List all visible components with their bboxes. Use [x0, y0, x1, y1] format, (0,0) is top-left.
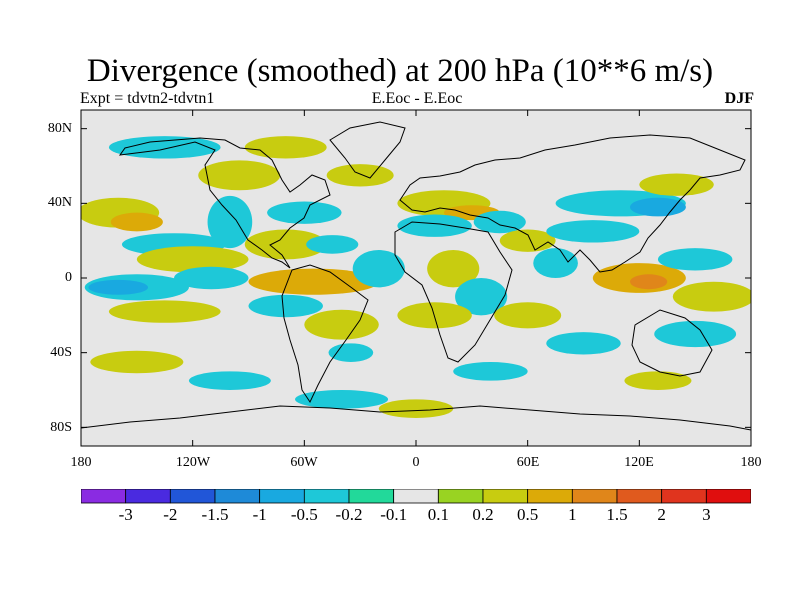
eurasia-coast — [399, 134, 746, 273]
divergence-region-12 — [267, 201, 342, 224]
colorbar-label: 0.2 — [472, 505, 494, 524]
colorbar-label: 1 — [568, 505, 577, 524]
colorbar-box — [661, 489, 707, 504]
divergence-region-5 — [88, 279, 148, 295]
colorbar-label: 0.5 — [517, 505, 539, 524]
x-tick-label-120e: 120E — [624, 455, 654, 470]
divergence-region-40 — [624, 371, 692, 390]
x-tick-label-120w: 120W — [175, 455, 211, 470]
divergence-region-33 — [630, 197, 686, 217]
colorbar-box — [303, 489, 350, 504]
x-tick-label-180e: 180 — [740, 455, 762, 470]
divergence-region-23 — [397, 214, 472, 237]
y-tick-label-80n: 80N — [47, 121, 72, 136]
divergence-region-44 — [90, 350, 184, 374]
y-tick-label-40n: 40N — [47, 195, 72, 210]
colorbar-box — [348, 489, 395, 504]
x-tick-label-0: 0 — [412, 455, 420, 470]
coastlines — [81, 121, 751, 431]
x-tick-label-60e: 60E — [516, 455, 540, 470]
divergence-region-38 — [672, 281, 751, 312]
divergence-region-34 — [639, 173, 714, 196]
y-tick-label-40s: 40S — [50, 345, 72, 360]
colorbar-box — [705, 489, 751, 504]
divergence-region-17 — [304, 309, 379, 340]
antarctica-coast — [81, 405, 751, 431]
divergence-region-30 — [533, 248, 578, 278]
colorbar-label: -1.5 — [201, 505, 229, 524]
greenland-coast — [329, 121, 406, 179]
divergence-region-18 — [328, 343, 374, 362]
x-tick-label-180w: 180 — [70, 455, 92, 470]
colorbar-label: -2 — [163, 505, 178, 524]
divergence-region-37 — [657, 248, 733, 271]
divergence-region-8 — [207, 195, 253, 249]
colorbar-box — [214, 489, 261, 504]
africa-coast — [394, 221, 513, 363]
divergence-region-29 — [494, 302, 562, 329]
divergence-region-39 — [654, 320, 737, 348]
axis-ticks — [80, 110, 752, 446]
colorbar-box — [527, 489, 573, 504]
colorbar-box — [571, 489, 618, 504]
y-tick-label-0: 0 — [65, 270, 72, 285]
north-america-coast — [118, 137, 331, 269]
divergence-field — [81, 136, 751, 418]
divergence-region-14 — [306, 235, 359, 254]
divergence-region-41 — [188, 371, 271, 390]
divergence-region-46 — [378, 399, 454, 418]
colorbar-label: -0.5 — [290, 505, 318, 524]
colorbar-box — [125, 489, 171, 504]
right-subtitle: DJF — [724, 90, 754, 107]
x-tick-label-60w: 60W — [290, 455, 318, 470]
colorbar-label: 1.5 — [606, 505, 628, 524]
divergence-region-1 — [110, 212, 163, 232]
divergence-region-15 — [248, 268, 379, 295]
divergence-region-20 — [326, 164, 394, 187]
y-tick-label-80s: 80S — [50, 420, 72, 435]
colorbar-label: 2 — [657, 505, 666, 524]
colorbar-label: -3 — [118, 505, 133, 524]
left-subtitle: Expt = tdvtn2-tdvtn1 — [80, 90, 215, 107]
divergence-region-27 — [455, 278, 508, 316]
divergence-region-7 — [174, 266, 249, 290]
colorbar-box — [482, 489, 529, 504]
divergence-region-19 — [352, 249, 405, 288]
divergence-region-13 — [244, 229, 327, 260]
colorbar-label: 0.1 — [427, 505, 449, 524]
center-subtitle: E.Eoc - E.Eoc — [371, 90, 463, 107]
figure-title: Divergence (smoothed) at 200 hPa (10**6 … — [86, 53, 714, 89]
divergence-region-11 — [244, 136, 327, 159]
colorbar-box — [616, 489, 663, 504]
divergence-region-9 — [198, 160, 281, 191]
australia-coast — [631, 309, 713, 377]
colorbar-box — [169, 489, 216, 504]
colorbar-box — [437, 489, 484, 504]
colorbar — [81, 489, 751, 504]
divergence-region-3 — [136, 246, 249, 273]
colorbar-label: 3 — [702, 505, 711, 524]
divergence-region-36 — [630, 274, 668, 290]
colorbar-box — [393, 489, 439, 504]
colorbar-box — [259, 489, 305, 504]
south-america-coast — [281, 264, 369, 404]
colorbar-box — [81, 489, 127, 504]
divergence-region-45 — [546, 332, 621, 355]
colorbar-label: -0.1 — [380, 505, 408, 524]
divergence-region-43 — [453, 362, 528, 381]
divergence-region-31 — [546, 220, 640, 243]
divergence-region-26 — [427, 249, 480, 288]
divergence-region-42 — [295, 390, 389, 409]
divergence-region-16 — [248, 294, 323, 318]
colorbar-label: -0.2 — [335, 505, 363, 524]
divergence-region-6 — [108, 300, 221, 323]
colorbar-label: -1 — [252, 505, 267, 524]
